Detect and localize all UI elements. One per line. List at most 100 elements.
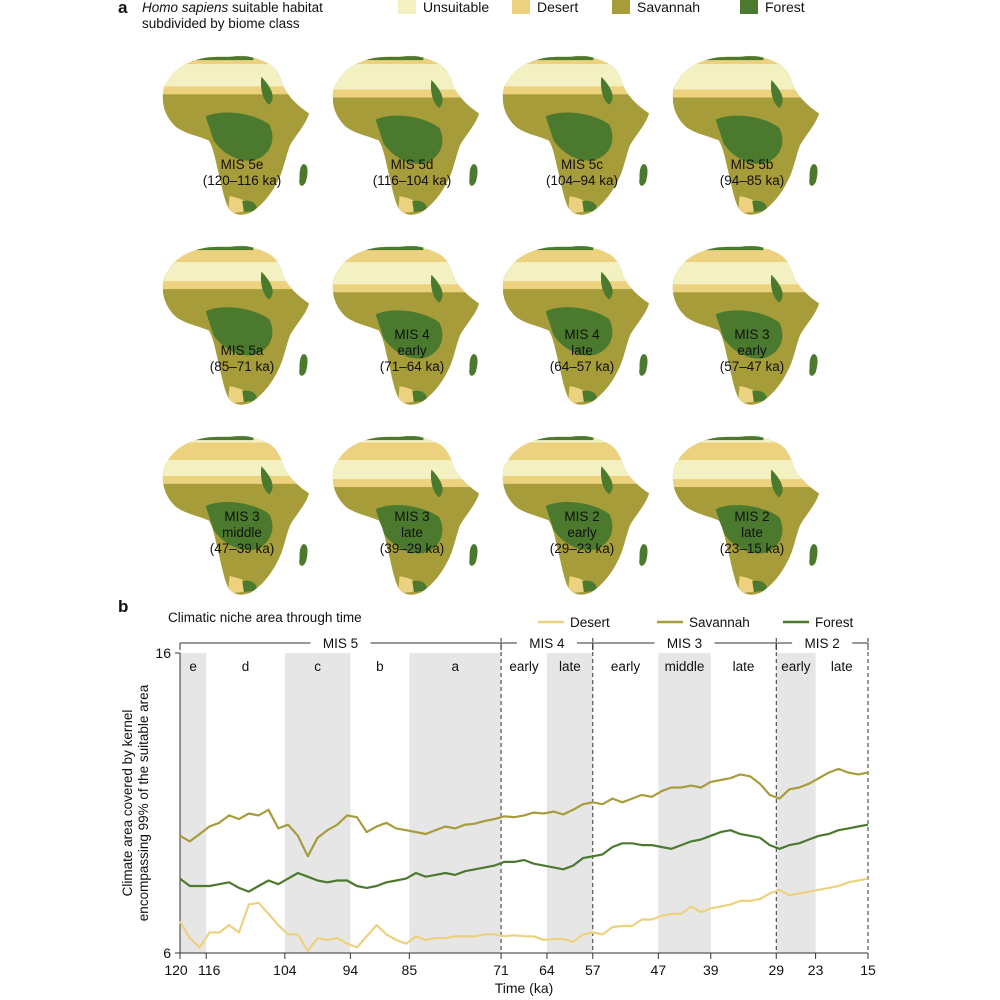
africa-map-graphic <box>672 435 820 595</box>
map-label-line: (23–15 ka) <box>719 541 785 556</box>
x-tick-label: 47 <box>651 962 667 978</box>
legend-item-unsuitable: Unsuitable <box>398 0 489 15</box>
africa-map: MIS 3 late (39–29 ka) <box>320 425 530 600</box>
legend-label-forest: Forest <box>815 615 854 630</box>
map-label-line: early <box>567 525 597 540</box>
map-label: MIS 5c (104–94 ka) <box>534 157 630 189</box>
x-tick-label: 104 <box>273 962 297 978</box>
africa-map: MIS 3 middle (47–39 ka) <box>150 425 360 600</box>
panel-a-title-rest: suitable habitat <box>228 0 323 15</box>
x-tick-label: 57 <box>585 962 601 978</box>
map-label-line: (57–47 ka) <box>719 359 785 374</box>
africa-map-graphic <box>162 435 310 595</box>
map-label-line: MIS 5e <box>220 157 264 172</box>
legend-label: Savannah <box>637 0 701 15</box>
x-tick-label: 120 <box>164 962 188 978</box>
x-tick-label: 39 <box>703 962 719 978</box>
map-label-line: MIS 5a <box>220 343 264 358</box>
map-label-line: (47–39 ka) <box>209 541 275 556</box>
map-label-line: MIS 5b <box>730 157 774 172</box>
map-label: MIS 4 late (64–57 ka) <box>534 327 630 375</box>
y-tick-label: 6 <box>163 945 171 961</box>
legend-label-savannah: Savannah <box>689 615 750 630</box>
y-axis-label-line2: encompassing 99% of the suitable area <box>136 684 151 921</box>
legend-label: Forest <box>765 0 805 15</box>
map-label-line: (39–29 ka) <box>379 541 445 556</box>
series-line-savannah <box>179 767 869 858</box>
map-label-line: late <box>401 525 423 540</box>
x-tick-label: 64 <box>539 962 555 978</box>
x-tick-label: 15 <box>860 962 876 978</box>
map-label-line: MIS 5d <box>390 157 434 172</box>
map-label-line: MIS 4 <box>564 327 600 342</box>
series-line-desert <box>179 877 869 953</box>
legend-swatch <box>512 0 530 14</box>
africa-map: MIS 5d (116–104 ka) <box>320 45 530 220</box>
legend-label: Unsuitable <box>423 0 490 15</box>
map-label-line: (85–71 ka) <box>209 359 275 374</box>
map-label: MIS 5a (85–71 ka) <box>194 343 290 375</box>
substage-label: middle <box>665 659 705 674</box>
map-label: MIS 3 early (57–47 ka) <box>704 327 800 375</box>
africa-map: MIS 5a (85–71 ka) <box>150 235 360 410</box>
stage-label: MIS 4 <box>529 636 565 651</box>
africa-map-graphic <box>332 435 480 595</box>
africa-map: MIS 4 late (64–57 ka) <box>490 235 700 410</box>
map-label: MIS 5b (94–85 ka) <box>704 157 800 189</box>
map-label: MIS 2 late (23–15 ka) <box>704 509 800 557</box>
panel-b-letter: b <box>118 597 129 616</box>
x-tick-label: 116 <box>198 962 221 978</box>
legend-swatch <box>612 0 630 14</box>
substage-label: d <box>242 659 250 674</box>
stage-label: MIS 5 <box>323 636 358 651</box>
map-label: MIS 4 early (71–64 ka) <box>364 327 460 375</box>
africa-map-graphic <box>332 55 480 215</box>
africa-map: MIS 5e (120–116 ka) <box>150 45 360 220</box>
map-label-line: MIS 5c <box>560 157 603 172</box>
legend-label-desert: Desert <box>570 615 610 630</box>
africa-map: MIS 2 early (29–23 ka) <box>490 425 700 600</box>
map-label: MIS 5e (120–116 ka) <box>194 157 290 189</box>
africa-map: MIS 5b (94–85 ka) <box>660 45 870 220</box>
x-tick-label: 29 <box>768 962 784 978</box>
substage-shade <box>284 653 351 953</box>
stage-label: MIS 2 <box>805 636 840 651</box>
legend-item-forest: Forest <box>740 0 805 15</box>
series-line-forest <box>179 823 869 893</box>
substage-shade <box>180 653 207 953</box>
stage-label: MIS 3 <box>667 636 702 651</box>
substage-label: e <box>189 659 197 674</box>
map-label-line: MIS 4 <box>394 327 430 342</box>
map-label: MIS 2 early (29–23 ka) <box>534 509 630 557</box>
map-label-line: (64–57 ka) <box>549 359 615 374</box>
map-label-line: MIS 2 <box>564 509 600 524</box>
substage-label: late <box>733 659 755 674</box>
y-axis-label-line1: Climate area covered by kernel <box>120 710 135 897</box>
map-label-line: MIS 3 <box>734 327 770 342</box>
map-label-line: (94–85 ka) <box>719 173 785 188</box>
map-label-line: late <box>571 343 593 358</box>
map-label-line: (116–104 ka) <box>372 173 452 188</box>
africa-map-graphic <box>502 245 650 405</box>
substage-label: early <box>781 659 811 674</box>
substage-label: late <box>559 659 581 674</box>
x-tick-label: 71 <box>493 962 509 978</box>
africa-map: MIS 2 late (23–15 ka) <box>660 425 870 600</box>
map-label-line: MIS 2 <box>734 509 770 524</box>
panel-a-title-line2: subdivided by biome class <box>142 16 300 31</box>
substage-shade <box>776 653 816 953</box>
africa-map: MIS 4 early (71–64 ka) <box>320 235 530 410</box>
africa-map-graphic <box>672 245 820 405</box>
map-label-line: (120–116 ka) <box>202 173 282 188</box>
legend-item-desert: Desert <box>512 0 578 15</box>
substage-label: early <box>611 659 641 674</box>
map-label-line: middle <box>222 525 262 540</box>
legend-swatch <box>398 0 416 14</box>
x-tick-label: 85 <box>402 962 418 978</box>
x-axis-label: Time (ka) <box>495 980 554 996</box>
africa-map-graphic <box>502 435 650 595</box>
panel-a-title: Homo sapiens suitable habitat subdivided… <box>142 0 323 32</box>
map-label: MIS 3 late (39–29 ka) <box>364 509 460 557</box>
substage-shade <box>409 653 502 953</box>
africa-map-graphic <box>332 245 480 405</box>
